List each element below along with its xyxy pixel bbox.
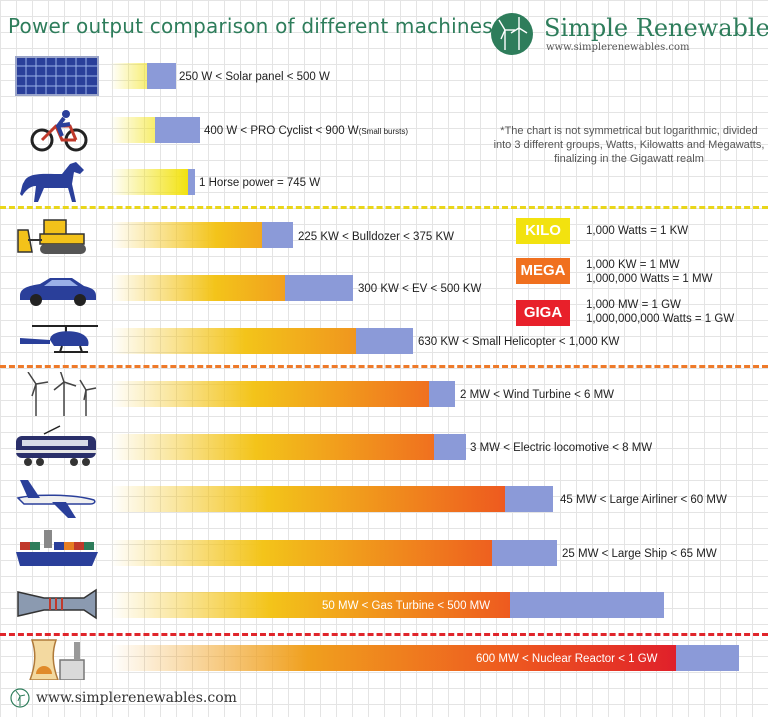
brand-url[interactable]: www.simplerenewables.com (546, 42, 690, 53)
mega-line-2: 1,000,000 Watts = 1 MW (586, 273, 713, 285)
range-electric-locomotive (434, 434, 466, 460)
cyclist-icon (30, 110, 88, 152)
mega-giga-divider (0, 633, 768, 636)
mega-definition: 1,000 KW = 1 MW 1,000,000 Watts = 1 MW (586, 258, 712, 286)
bar-gas-turbine (110, 592, 510, 618)
label-nuclear-reactor: 600 MW < Nuclear Reactor < 1 GW (476, 653, 658, 665)
wind-turbine-icon (27, 372, 97, 416)
label-large-ship: 25 MW < Large Ship < 65 MW (562, 548, 717, 560)
range-gas-turbine (510, 592, 664, 618)
airliner-icon (16, 480, 96, 518)
mega-line-1: 1,000 KW = 1 MW (586, 259, 680, 271)
label-pro-cyclist: 400 W < PRO Cyclist < 900 W(Small bursts… (204, 124, 408, 139)
label-wind-turbine: 2 MW < Wind Turbine < 6 MW (460, 389, 615, 401)
range-solar-panel (147, 63, 176, 89)
horse-icon (20, 162, 84, 202)
range-large-ship (492, 540, 557, 566)
range-horse-power (188, 169, 195, 195)
bar-small-helicopter (110, 328, 356, 354)
label-bulldozer: 225 KW < Bulldozer < 375 KW (298, 231, 454, 243)
kilo-badge: KILO (516, 218, 570, 244)
bar-electric-locomotive (110, 434, 434, 460)
bulldozer-icon (17, 219, 86, 254)
kilo-line-1: 1,000 Watts = 1 KW (586, 225, 689, 237)
label-horse-power: 1 Horse power = 745 W (199, 177, 321, 189)
range-bulldozer (262, 222, 293, 248)
giga-line-1: 1,000 MW = 1 GW (586, 299, 681, 311)
giga-definition: 1,000 MW = 1 GW 1,000,000,000 Watts = 1 … (586, 298, 734, 326)
giga-line-2: 1,000,000,000 Watts = 1 GW (586, 313, 735, 325)
label-solar-panel: 250 W < Solar panel < 500 W (179, 71, 330, 83)
locomotive-icon (16, 425, 96, 466)
gas-turbine-icon (17, 588, 97, 620)
bar-nuclear-reactor (110, 645, 676, 671)
bar-large-airliner (110, 486, 505, 512)
range-nuclear-reactor (676, 645, 739, 671)
range-large-airliner (505, 486, 553, 512)
giga-badge: GIGA (516, 300, 570, 326)
cargo-ship-icon (16, 530, 98, 566)
label-gas-turbine: 50 MW < Gas Turbine < 500 MW (322, 600, 491, 612)
bar-wind-turbine (110, 381, 429, 407)
label-ev: 300 KW < EV < 500 KW (358, 283, 482, 295)
pro-cyclist-range-text: 400 W < PRO Cyclist < 900 W (204, 125, 359, 137)
brand-name: Simple Renewables (544, 14, 768, 42)
kilo-definition: 1,000 Watts = 1 KW (586, 224, 688, 238)
mega-badge: MEGA (516, 258, 570, 284)
nuclear-plant-icon (29, 639, 85, 680)
bar-bulldozer (110, 222, 262, 248)
page-title: Power output comparison of different mac… (8, 14, 493, 38)
watt-kilo-divider (0, 206, 768, 209)
bar-large-ship (110, 540, 492, 566)
bar-horse-power (110, 169, 188, 195)
range-ev (285, 275, 353, 301)
label-small-helicopter: 630 KW < Small Helicopter < 1,000 KW (418, 336, 620, 348)
range-wind-turbine (429, 381, 455, 407)
wind-turbine-logo-icon (491, 13, 533, 55)
label-electric-locomotive: 3 MW < Electric locomotive < 8 MW (470, 442, 653, 454)
solar-panel-icon (15, 56, 99, 96)
logarithmic-note: *The chart is not symmetrical but logari… (493, 125, 765, 165)
pro-cyclist-note: (Small bursts) (358, 127, 409, 136)
helicopter-icon (20, 325, 98, 353)
bar-ev (110, 275, 285, 301)
kilo-mega-divider (0, 365, 768, 368)
footer-url[interactable]: www.simplerenewables.com (36, 690, 237, 706)
range-pro-cyclist (155, 117, 200, 143)
range-small-helicopter (356, 328, 413, 354)
label-large-airliner: 45 MW < Large Airliner < 60 MW (560, 494, 727, 506)
wind-turbine-small-logo-icon (10, 688, 30, 708)
electric-car-icon (20, 278, 96, 306)
